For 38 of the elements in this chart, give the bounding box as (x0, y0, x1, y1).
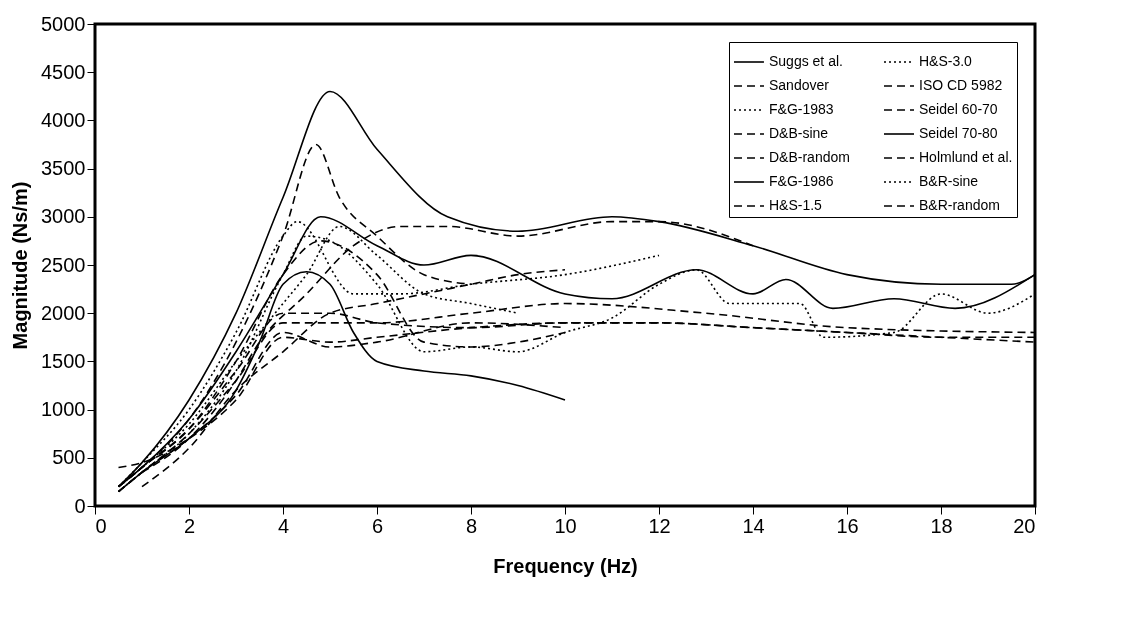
x-tick-label: 2 (183, 514, 196, 537)
y-tick-label: 3500 (41, 157, 86, 180)
y-tick-label: 500 (52, 446, 86, 469)
legend-label: Holmlund et al. (919, 149, 1013, 165)
y-tick-label: 1000 (41, 398, 86, 421)
legend-label: F&G-1983 (769, 101, 834, 117)
y-tick-label: 3000 (41, 205, 86, 228)
legend-label: B&R-sine (919, 173, 979, 189)
y-tick-label: 2000 (41, 301, 86, 324)
y-tick-label: 4500 (41, 60, 86, 83)
y-tick-label: 4000 (41, 108, 86, 131)
y-tick-label: 5000 (41, 12, 86, 35)
x-tick-label: 8 (465, 514, 478, 537)
y-tick-label: 0 (74, 494, 86, 517)
legend-label: D&B-sine (769, 125, 829, 141)
legend-label: H&S-3.0 (919, 53, 973, 69)
y-axis-title: Magnitude (Ns/m) (9, 181, 32, 350)
y-tick-label: 1500 (41, 349, 86, 372)
legend-label: ISO CD 5982 (919, 77, 1003, 93)
legend-label: Sandover (769, 77, 830, 93)
x-tick-label: 14 (742, 514, 765, 537)
legend-label: Seidel 60-70 (919, 101, 998, 117)
legend-label: Suggs et al. (769, 53, 843, 69)
x-tick-label: 4 (277, 514, 290, 537)
legend-label: D&B-random (769, 149, 850, 165)
y-tick-label: 2500 (41, 253, 86, 276)
x-tick-label: 6 (371, 514, 384, 537)
x-tick-label: 16 (836, 514, 859, 537)
x-tick-label: 12 (648, 514, 671, 537)
x-axis-title: Frequency (Hz) (493, 554, 638, 577)
x-tick-label: 10 (554, 514, 577, 537)
x-tick-label: 20 (1013, 514, 1036, 537)
x-tick-label: 0 (95, 514, 107, 537)
legend-label: H&S-1.5 (769, 197, 823, 213)
legend-label: F&G-1986 (769, 173, 834, 189)
legend-label: B&R-random (919, 197, 1000, 213)
x-tick-label: 18 (930, 514, 953, 537)
legend-label: Seidel 70-80 (919, 125, 998, 141)
